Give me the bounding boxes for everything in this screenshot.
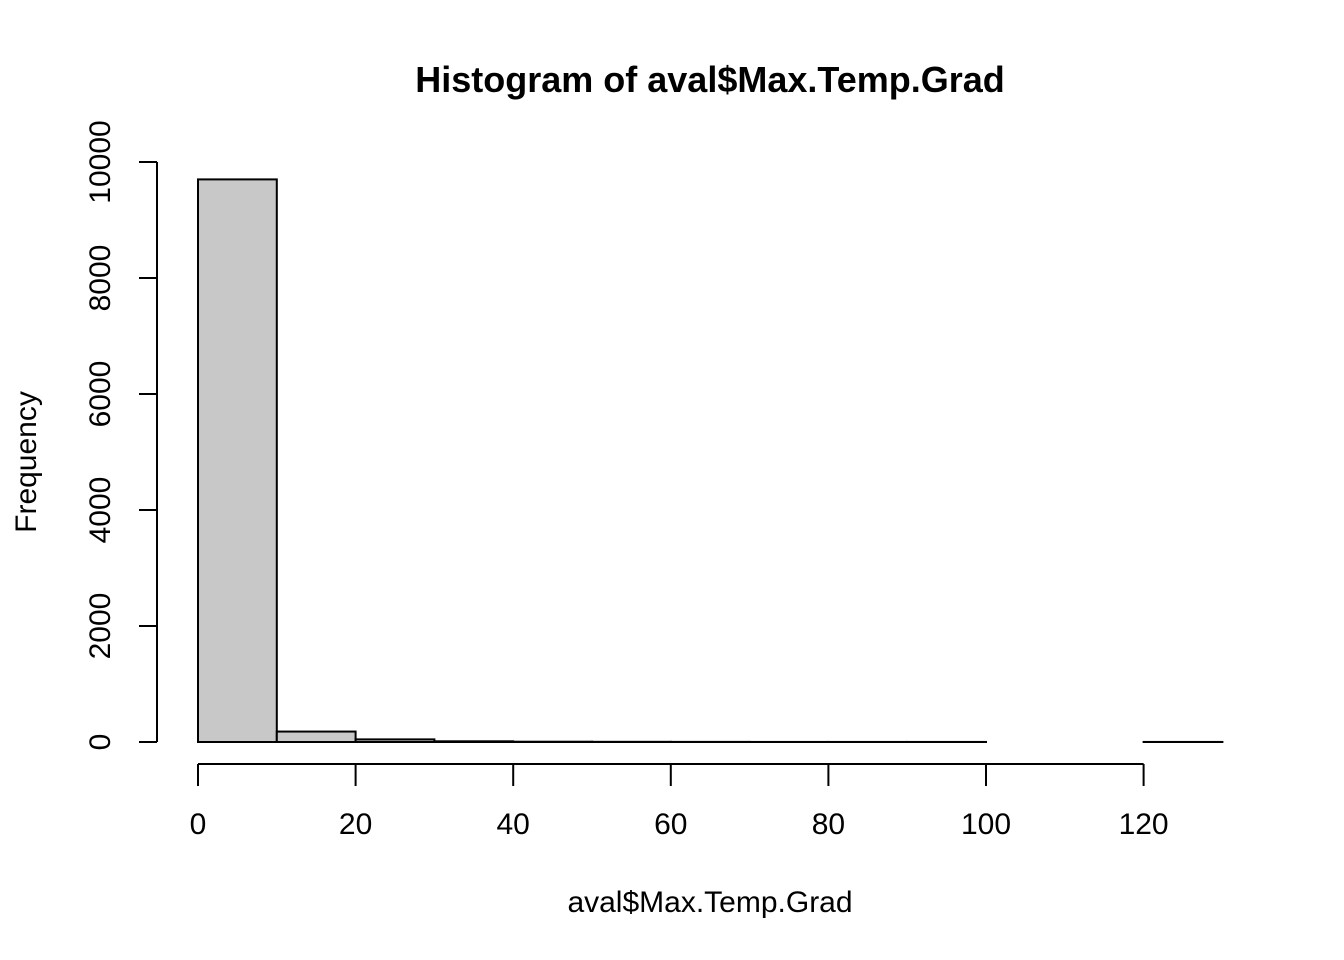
x-tick-label-3: 60: [654, 808, 687, 841]
histogram-bar-1: [275, 730, 357, 743]
x-tick-label-6: 120: [1119, 808, 1169, 841]
x-tick-label-1: 20: [339, 808, 372, 841]
histogram-bar-0: [197, 178, 278, 743]
histogram-bars: [197, 178, 1224, 744]
x-tick-label-4: 80: [812, 808, 845, 841]
y-axis-label: Frequency: [10, 391, 43, 533]
y-tick-label-5: 10000: [84, 120, 117, 203]
x-tick-label-0: 0: [190, 808, 207, 841]
y-axis: 0 2000 4000 6000 8000 10000: [84, 120, 158, 751]
y-tick-label-0: 0: [84, 734, 117, 751]
y-tick-label-1: 2000: [84, 593, 117, 660]
x-axis: 0 20 40 60 80 100 120: [190, 763, 1169, 841]
histogram-bar-2: [354, 738, 436, 744]
x-axis-label: aval$Max.Temp.Grad: [567, 886, 852, 919]
x-tick-label-5: 100: [961, 808, 1011, 841]
chart-title: Histogram of aval$Max.Temp.Grad: [415, 59, 1005, 100]
histogram-bar-3: [433, 740, 515, 744]
y-tick-label-2: 4000: [84, 477, 117, 544]
x-tick-label-2: 40: [497, 808, 530, 841]
y-tick-label-4: 8000: [84, 245, 117, 312]
y-tick-label-3: 6000: [84, 361, 117, 428]
